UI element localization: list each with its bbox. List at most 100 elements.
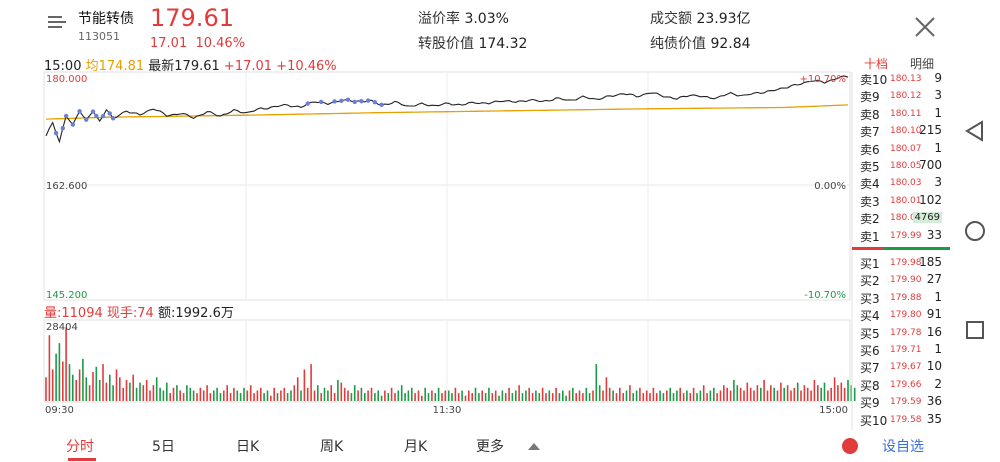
volume-bar (407, 390, 410, 401)
tab-details[interactable]: 明细 (910, 57, 935, 71)
ask-row: 卖1 179.99 33 (852, 228, 950, 245)
menu-icon[interactable] (48, 14, 66, 30)
pct-mid-label: 0.00% (814, 181, 846, 192)
tab-more[interactable]: 更多 (476, 439, 504, 455)
volume-bar (598, 385, 601, 401)
level-qty: 9 (934, 71, 942, 85)
hand-value: 74 (137, 306, 154, 321)
volume-bar (541, 387, 544, 401)
orderbook-tabs: 十档 明细 (852, 53, 950, 73)
volume-bar (132, 374, 134, 401)
volume-bar (444, 390, 447, 401)
volume-bar (793, 387, 796, 401)
more-caret-icon[interactable] (528, 442, 540, 450)
volume-bar (216, 387, 218, 401)
volume-bar (548, 390, 551, 401)
volume-bar (669, 387, 671, 401)
trade-marker (372, 100, 378, 105)
ask-row: 卖6 180.07 1 (852, 141, 950, 158)
android-nav-bar (950, 0, 1000, 462)
volume-bar (152, 385, 155, 401)
volume-bar (182, 393, 185, 401)
volume-bar (189, 387, 192, 401)
volume-bar (441, 393, 443, 401)
volume-bar (172, 387, 175, 401)
tab-daily-k[interactable]: 日K (236, 439, 260, 455)
tab-weekly-k[interactable]: 周K (320, 439, 344, 455)
recents-square-icon[interactable] (965, 320, 985, 340)
level-qty: 10 (926, 359, 942, 374)
volume-bar (166, 382, 168, 401)
volume-bar (62, 361, 64, 401)
tab-intraday[interactable]: 分时 (66, 439, 94, 455)
volume-bar (447, 390, 450, 401)
header (38, 0, 950, 52)
turnover-stat: 成交额 23.93亿 (650, 8, 751, 28)
volume-bar (206, 385, 208, 401)
premium-value: 3.03% (464, 11, 509, 27)
y-top-label: 180.000 (46, 74, 87, 85)
volume-bar (753, 390, 755, 401)
tab-ten-levels[interactable]: 十档 (864, 57, 889, 71)
trade-marker (70, 122, 76, 127)
x-tick-end: 15:00 (819, 405, 848, 416)
volume-bar (736, 385, 739, 401)
volume-bar (327, 390, 329, 401)
avg-price-line (45, 104, 849, 120)
volume-bar (833, 377, 836, 401)
level-label: 卖10 (860, 73, 888, 87)
volume-bar (303, 369, 306, 401)
close-icon[interactable] (912, 14, 938, 40)
bottom-tab-bar: 分时 5日 日K 周K 月K 更多 设自选 (38, 430, 950, 462)
volume-bar (370, 387, 373, 401)
volume-bar (501, 390, 504, 401)
home-circle-icon[interactable] (964, 220, 986, 242)
volume-bar (85, 377, 88, 401)
volume-bar (817, 385, 819, 401)
tab-monthly-k[interactable]: 月K (404, 439, 428, 455)
volume-bar (521, 393, 524, 401)
level-label: 卖6 (860, 142, 880, 157)
volume-bar (102, 364, 104, 401)
volume-bar (733, 379, 735, 401)
conversion-value: 174.32 (478, 36, 528, 52)
back-triangle-icon[interactable] (964, 120, 986, 142)
volume-bar (434, 393, 437, 401)
volume-bar (699, 390, 702, 401)
level-qty: 27 (926, 272, 942, 287)
latest-label: 最新 (148, 59, 175, 74)
volume-bar (286, 393, 289, 401)
volume-max-label: 28404 (46, 322, 78, 333)
volume-bar (176, 385, 178, 401)
volume-bar (629, 385, 631, 401)
volume-bar (293, 385, 296, 401)
level-price: 180.01 (890, 195, 922, 206)
level-price: 179.98 (890, 258, 922, 268)
level-price: 180.13 (890, 74, 922, 84)
tab-5day[interactable]: 5日 (152, 439, 175, 455)
volume-bar (213, 390, 215, 401)
volume-bar (840, 382, 843, 401)
volume-bar (414, 393, 416, 401)
level-label: 卖5 (860, 160, 880, 174)
volume-bar (380, 395, 383, 401)
volume-bar (364, 393, 366, 401)
volume-bar (454, 387, 457, 401)
volume-bar (461, 390, 463, 401)
volume-bar (374, 393, 376, 401)
volume-bar (689, 393, 692, 401)
level-price: 179.78 (890, 327, 922, 338)
trade-marker (359, 99, 364, 104)
add-watchlist-button[interactable]: 设自选 (882, 439, 924, 455)
volume-bar (276, 393, 279, 401)
volume-bar (743, 390, 745, 401)
volume-bar (51, 369, 54, 401)
volume-bar (790, 390, 792, 401)
volume-bar (122, 387, 124, 401)
ask-row: 卖4 180.03 3 (852, 175, 950, 192)
volume-bar (551, 393, 554, 401)
volume-bar (256, 390, 259, 401)
volume-bar (246, 390, 249, 401)
level-label: 买1 (860, 257, 880, 271)
